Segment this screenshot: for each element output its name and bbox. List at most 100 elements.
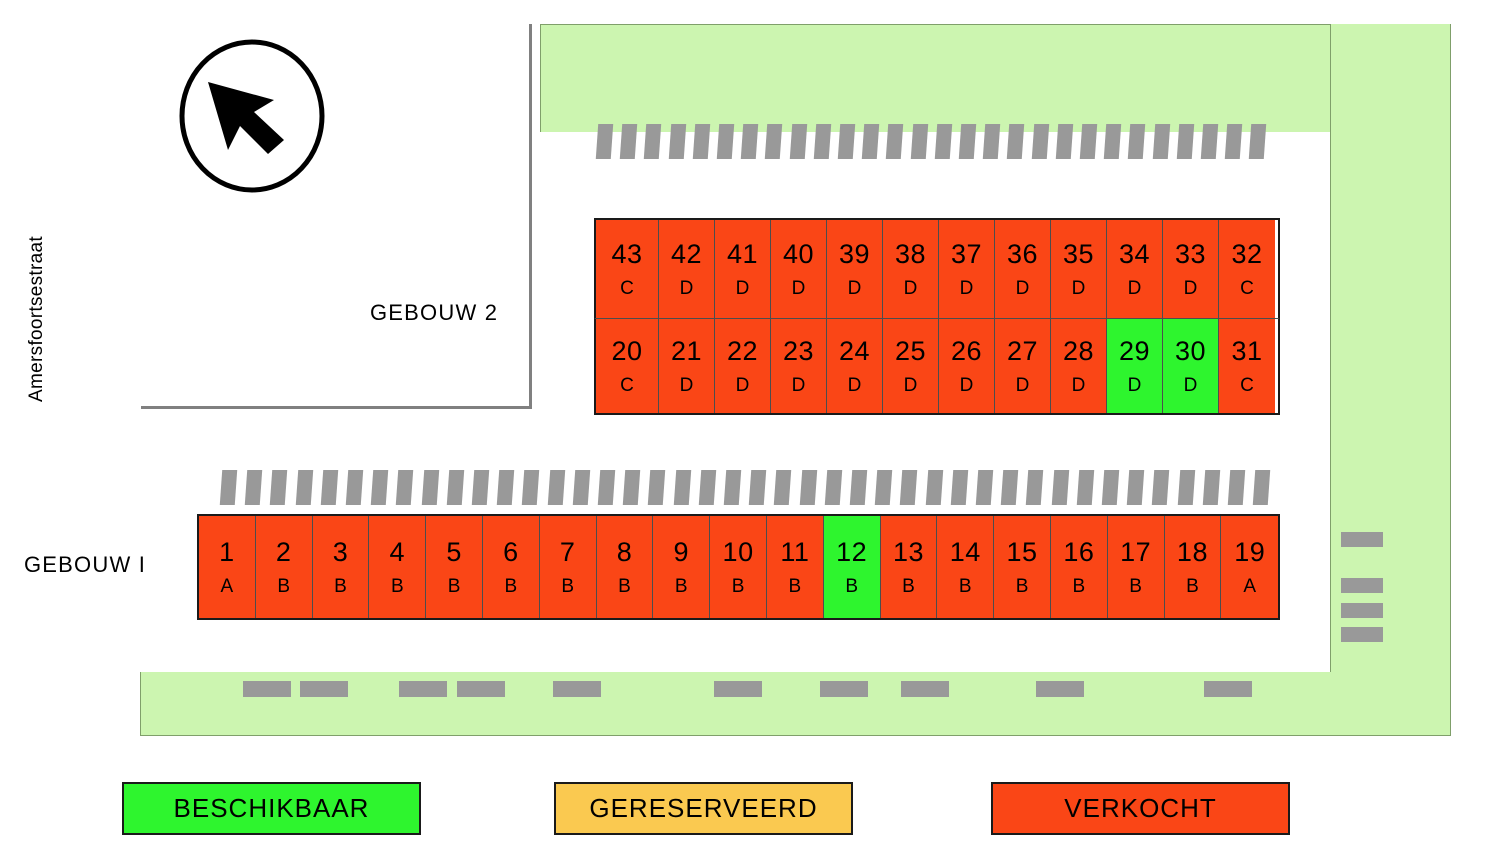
unit-number: 12	[836, 536, 868, 567]
parking-stall	[975, 470, 994, 505]
parking-stall	[1341, 532, 1383, 547]
unit-24[interactable]: 24 D	[827, 319, 883, 413]
parking-stall	[1202, 470, 1221, 505]
unit-number: 24	[838, 335, 871, 366]
unit-19[interactable]: 19 A	[1221, 516, 1279, 618]
unit-37[interactable]: 37 D	[939, 220, 995, 318]
unit-number: 16	[1063, 536, 1095, 567]
parking-stall	[849, 470, 868, 505]
unit-28[interactable]: 28 D	[1051, 319, 1107, 413]
unit-30[interactable]: 30 D	[1163, 319, 1219, 413]
parking-stall	[1152, 124, 1170, 159]
unit-27[interactable]: 27 D	[995, 319, 1051, 413]
unit-36[interactable]: 36 D	[995, 220, 1051, 318]
unit-34[interactable]: 34 D	[1107, 220, 1163, 318]
parking-stall	[813, 124, 832, 159]
unit-17[interactable]: 17 B	[1107, 516, 1165, 618]
unit-number: 9	[673, 536, 690, 567]
terrain-band-top	[540, 24, 1451, 132]
parking-stall	[799, 470, 817, 505]
unit-32[interactable]: 32 C	[1219, 220, 1275, 318]
unit-22[interactable]: 22 D	[715, 319, 771, 413]
parking-stall	[1200, 124, 1219, 159]
parking-stall	[370, 470, 389, 505]
unit-20[interactable]: 20 C	[596, 319, 659, 413]
unit-type: D	[1127, 374, 1142, 396]
unit-number: 29	[1118, 335, 1151, 366]
parking-stall	[861, 124, 880, 159]
parking-stall	[1224, 124, 1243, 159]
unit-31[interactable]: 31 C	[1219, 319, 1275, 413]
unit-29[interactable]: 29 D	[1107, 319, 1163, 413]
parking-stall	[471, 470, 490, 505]
legend-available[interactable]: BESCHIKBAAR	[122, 782, 421, 835]
unit-type: B	[447, 575, 461, 597]
unit-40[interactable]: 40 D	[771, 220, 827, 318]
unit-35[interactable]: 35 D	[1051, 220, 1107, 318]
unit-26[interactable]: 26 D	[939, 319, 995, 413]
unit-type: B	[788, 575, 802, 597]
parking-stall	[219, 470, 238, 505]
parking-stall	[958, 124, 977, 159]
unit-number: 34	[1118, 238, 1151, 269]
building-outline-left	[529, 24, 532, 409]
parking-stall	[622, 470, 641, 505]
unit-type: B	[277, 575, 291, 597]
unit-type: A	[1243, 575, 1257, 597]
unit-38[interactable]: 38 D	[883, 220, 939, 318]
unit-41[interactable]: 41 D	[715, 220, 771, 318]
parking-stall	[714, 681, 762, 697]
parking-stall	[1227, 470, 1246, 505]
parking-stall	[789, 124, 807, 159]
unit-number: 40	[782, 238, 815, 269]
unit-number: 3	[332, 536, 349, 567]
unit-type: D	[679, 374, 694, 396]
unit-type: B	[334, 575, 347, 597]
unit-13[interactable]: 13 B	[880, 516, 938, 618]
parking-stall	[496, 470, 515, 505]
unit-23[interactable]: 23 D	[771, 319, 827, 413]
unit-row-gebouw2-bottom: 20 C 21 D 22 D 23 D 24 D 25 D 26 D 27 D 28 D 29 D 30 D 31 C	[594, 319, 1280, 415]
parking-stall	[345, 470, 364, 505]
unit-row-gebouw1: 1 A 2 B 3 B 4 B 5 B 6 B 7 B 8 B 9 B 10 B 11 B 12 B 13 B 14 B 15 B 16 B 1…	[197, 514, 1280, 620]
unit-type: B	[504, 575, 518, 597]
unit-43[interactable]: 43 C	[596, 220, 659, 318]
unit-10[interactable]: 10 B	[710, 516, 767, 618]
unit-14[interactable]: 14 B	[937, 516, 995, 618]
parking-stall	[698, 470, 717, 505]
legend-reserved[interactable]: GERESERVEERD	[554, 782, 853, 835]
unit-number: 31	[1231, 335, 1263, 366]
parking-stall	[1036, 681, 1084, 697]
unit-type: D	[959, 374, 974, 396]
unit-16[interactable]: 16 B	[1050, 516, 1108, 618]
unit-type: D	[903, 374, 918, 396]
unit-39[interactable]: 39 D	[827, 220, 883, 318]
unit-42[interactable]: 42 D	[659, 220, 715, 318]
parking-stall	[716, 124, 735, 159]
unit-type: D	[1015, 374, 1030, 396]
parking-stall	[692, 124, 711, 159]
unit-12[interactable]: 12 B	[823, 516, 881, 618]
unit-number: 21	[670, 335, 703, 366]
legend-sold[interactable]: VERKOCHT	[991, 782, 1290, 835]
unit-21[interactable]: 21 D	[659, 319, 715, 413]
unit-11[interactable]: 11 B	[766, 516, 824, 618]
unit-number: 2	[275, 536, 292, 567]
unit-33[interactable]: 33 D	[1163, 220, 1219, 318]
unit-type: D	[1127, 277, 1142, 299]
unit-type: D	[1183, 374, 1198, 396]
parking-stall	[295, 470, 313, 505]
unit-25[interactable]: 25 D	[883, 319, 939, 413]
unit-15[interactable]: 15 B	[994, 516, 1051, 618]
unit-18[interactable]: 18 B	[1164, 516, 1222, 618]
